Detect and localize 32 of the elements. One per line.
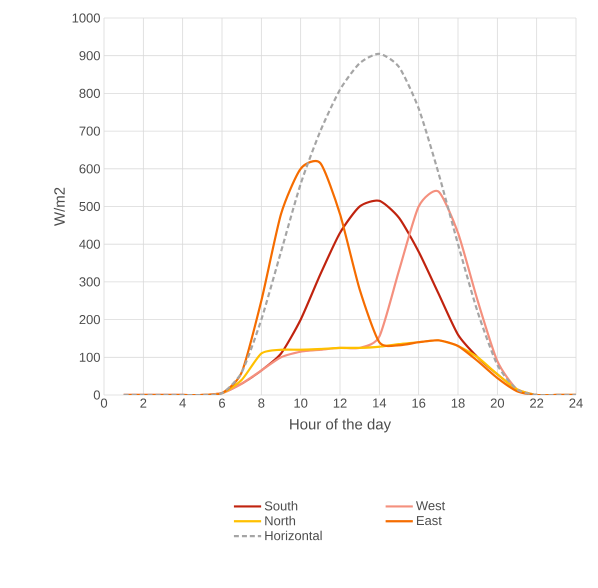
y-tick-label: 0 [94,390,100,400]
x-tick-label: 16 [412,398,426,408]
y-tick-label: 400 [79,240,100,249]
line-series [122,52,576,395]
x-tick-label: 2 [140,398,146,408]
y-tick-label: 1000 [72,13,100,23]
x-tick-label: 6 [219,398,226,408]
x-tick-label: 22 [530,398,544,408]
x-tick-label: 0 [100,398,108,408]
x-tick-label: 18 [452,398,465,408]
x-tick-label: 14 [373,398,386,408]
legend-label: Horizontal [265,530,322,540]
y-tick-label: 300 [79,277,100,286]
y-tick-label: 100 [80,352,100,362]
y-tick-label: 200 [80,315,100,324]
x-tick-label: 4 [179,398,186,408]
legend-label: West [416,501,446,510]
legend-label: East [416,516,442,526]
x-tick-label: 12 [334,398,347,408]
x-axis-title: Hour of the day [290,418,392,432]
y-tick-label: 900 [79,51,100,60]
x-tick-label: 10 [294,398,308,408]
y-tick-label: 600 [80,164,100,174]
y-axis-title: W/m2 [54,188,65,226]
y-tick-label: 800 [79,88,100,98]
x-tick-label: 8 [258,398,264,408]
legend-label: North [265,516,296,526]
legend-label: South [264,500,298,510]
y-tick-label: 500 [79,202,100,212]
y-tick-label: 700 [80,126,100,136]
x-tick-label: 24 [569,398,583,408]
x-tick-label: 20 [490,398,504,408]
